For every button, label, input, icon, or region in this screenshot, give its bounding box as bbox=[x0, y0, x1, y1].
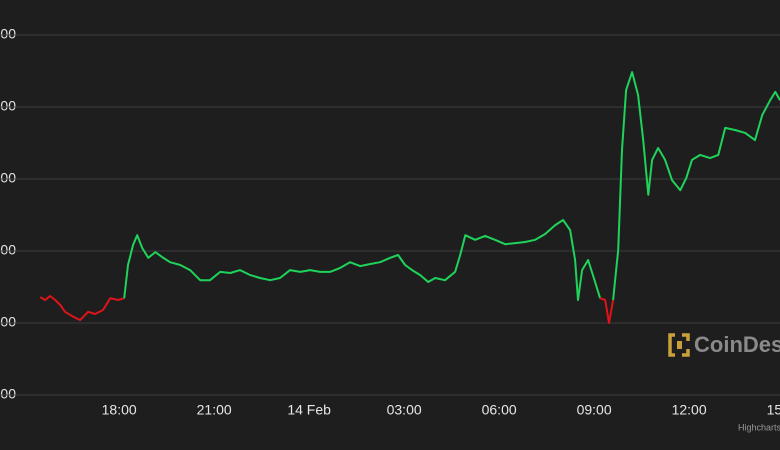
x-tick-label: 15:00 bbox=[767, 402, 780, 418]
y-tick-label: 21,800 bbox=[0, 242, 16, 258]
x-tick-label: 03:00 bbox=[387, 402, 422, 418]
credits: Highcharts.com bbox=[738, 422, 780, 432]
x-tick-label: 18:00 bbox=[102, 402, 137, 418]
y-tick-label: 22,200 bbox=[0, 98, 16, 114]
x-tick-label: 06:00 bbox=[482, 402, 517, 418]
logo-icon bbox=[668, 333, 690, 357]
y-tick-label: 22,000 bbox=[0, 170, 16, 186]
logo-icon bbox=[677, 341, 682, 349]
price-line bbox=[123, 219, 602, 301]
price-line bbox=[39, 295, 125, 322]
y-tick-label: 22,400 bbox=[0, 26, 16, 42]
watermark: CoinDesk bbox=[694, 332, 780, 357]
price-line bbox=[612, 71, 780, 301]
x-tick-label: 14 Feb bbox=[287, 402, 331, 418]
y-tick-label: 21,400 bbox=[0, 386, 16, 402]
x-tick-label: 12:00 bbox=[672, 402, 707, 418]
price-line bbox=[599, 297, 615, 324]
x-tick-label: 21:00 bbox=[197, 402, 232, 418]
watermark-logo bbox=[668, 333, 690, 357]
y-tick-label: 21,600 bbox=[0, 314, 16, 330]
x-tick-label: 09:00 bbox=[577, 402, 612, 418]
